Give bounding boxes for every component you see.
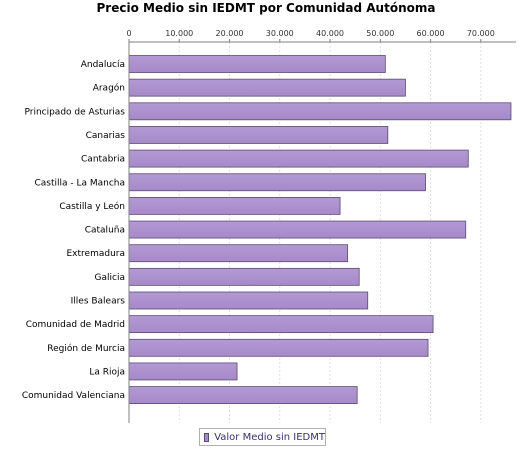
bar [128, 55, 386, 73]
x-tick-label: 20.000 [216, 29, 244, 38]
x-tick-label: 40.000 [316, 29, 344, 38]
bar [128, 386, 358, 405]
chart-title: Precio Medio sin IEDMT por Comunidad Aut… [97, 1, 436, 15]
category-label: Castilla y León [59, 201, 125, 212]
bar [128, 338, 429, 357]
category-label: Región de Murcia [47, 343, 125, 354]
bar [128, 102, 512, 121]
legend-swatch [204, 432, 210, 442]
bar [128, 220, 467, 239]
category-label: Cantabria [81, 155, 125, 165]
category-label: Andalucía [81, 60, 125, 70]
grid-lines [178, 42, 482, 423]
x-axis-ticks: 0 10.000 20.000 30.000 40.000 50.000 60.000 70.… [126, 29, 495, 42]
bars [128, 55, 512, 405]
x-tick-label: 0 [126, 29, 131, 38]
category-label: Principado de Asturias [24, 107, 125, 117]
bar [128, 362, 238, 381]
bar [128, 173, 426, 192]
bar [128, 291, 369, 310]
category-label: Cataluña [85, 226, 125, 236]
category-labels: Andalucía Aragón Principado de Asturias Can… [22, 60, 125, 401]
category-label: Comunidad de Madrid [26, 320, 125, 330]
category-label: Galicia [95, 273, 125, 283]
bar [128, 244, 349, 263]
bar [128, 196, 341, 215]
x-tick-label: 70.000 [467, 29, 495, 38]
x-tick-label: 60.000 [417, 29, 445, 38]
bar [128, 78, 406, 97]
legend-label: Valor Medio sin IEDMT [214, 431, 325, 443]
bar [128, 126, 389, 144]
x-tick-label: 10.000 [165, 29, 193, 38]
category-label: Castilla - La Mancha [34, 178, 125, 188]
category-label: Comunidad Valenciana [22, 391, 125, 401]
x-tick-label: 30.000 [266, 29, 294, 38]
bar [128, 267, 360, 286]
category-label: Extremadura [67, 249, 126, 259]
category-label: La Rioja [89, 367, 125, 377]
bar [128, 315, 434, 334]
category-label: Illes Balears [71, 297, 126, 307]
legend: Valor Medio sin IEDMT [199, 428, 326, 446]
category-label: Canarias [86, 131, 126, 141]
category-label: Aragón [93, 83, 125, 94]
x-tick-label: 50.000 [366, 29, 394, 38]
bar [128, 149, 469, 168]
